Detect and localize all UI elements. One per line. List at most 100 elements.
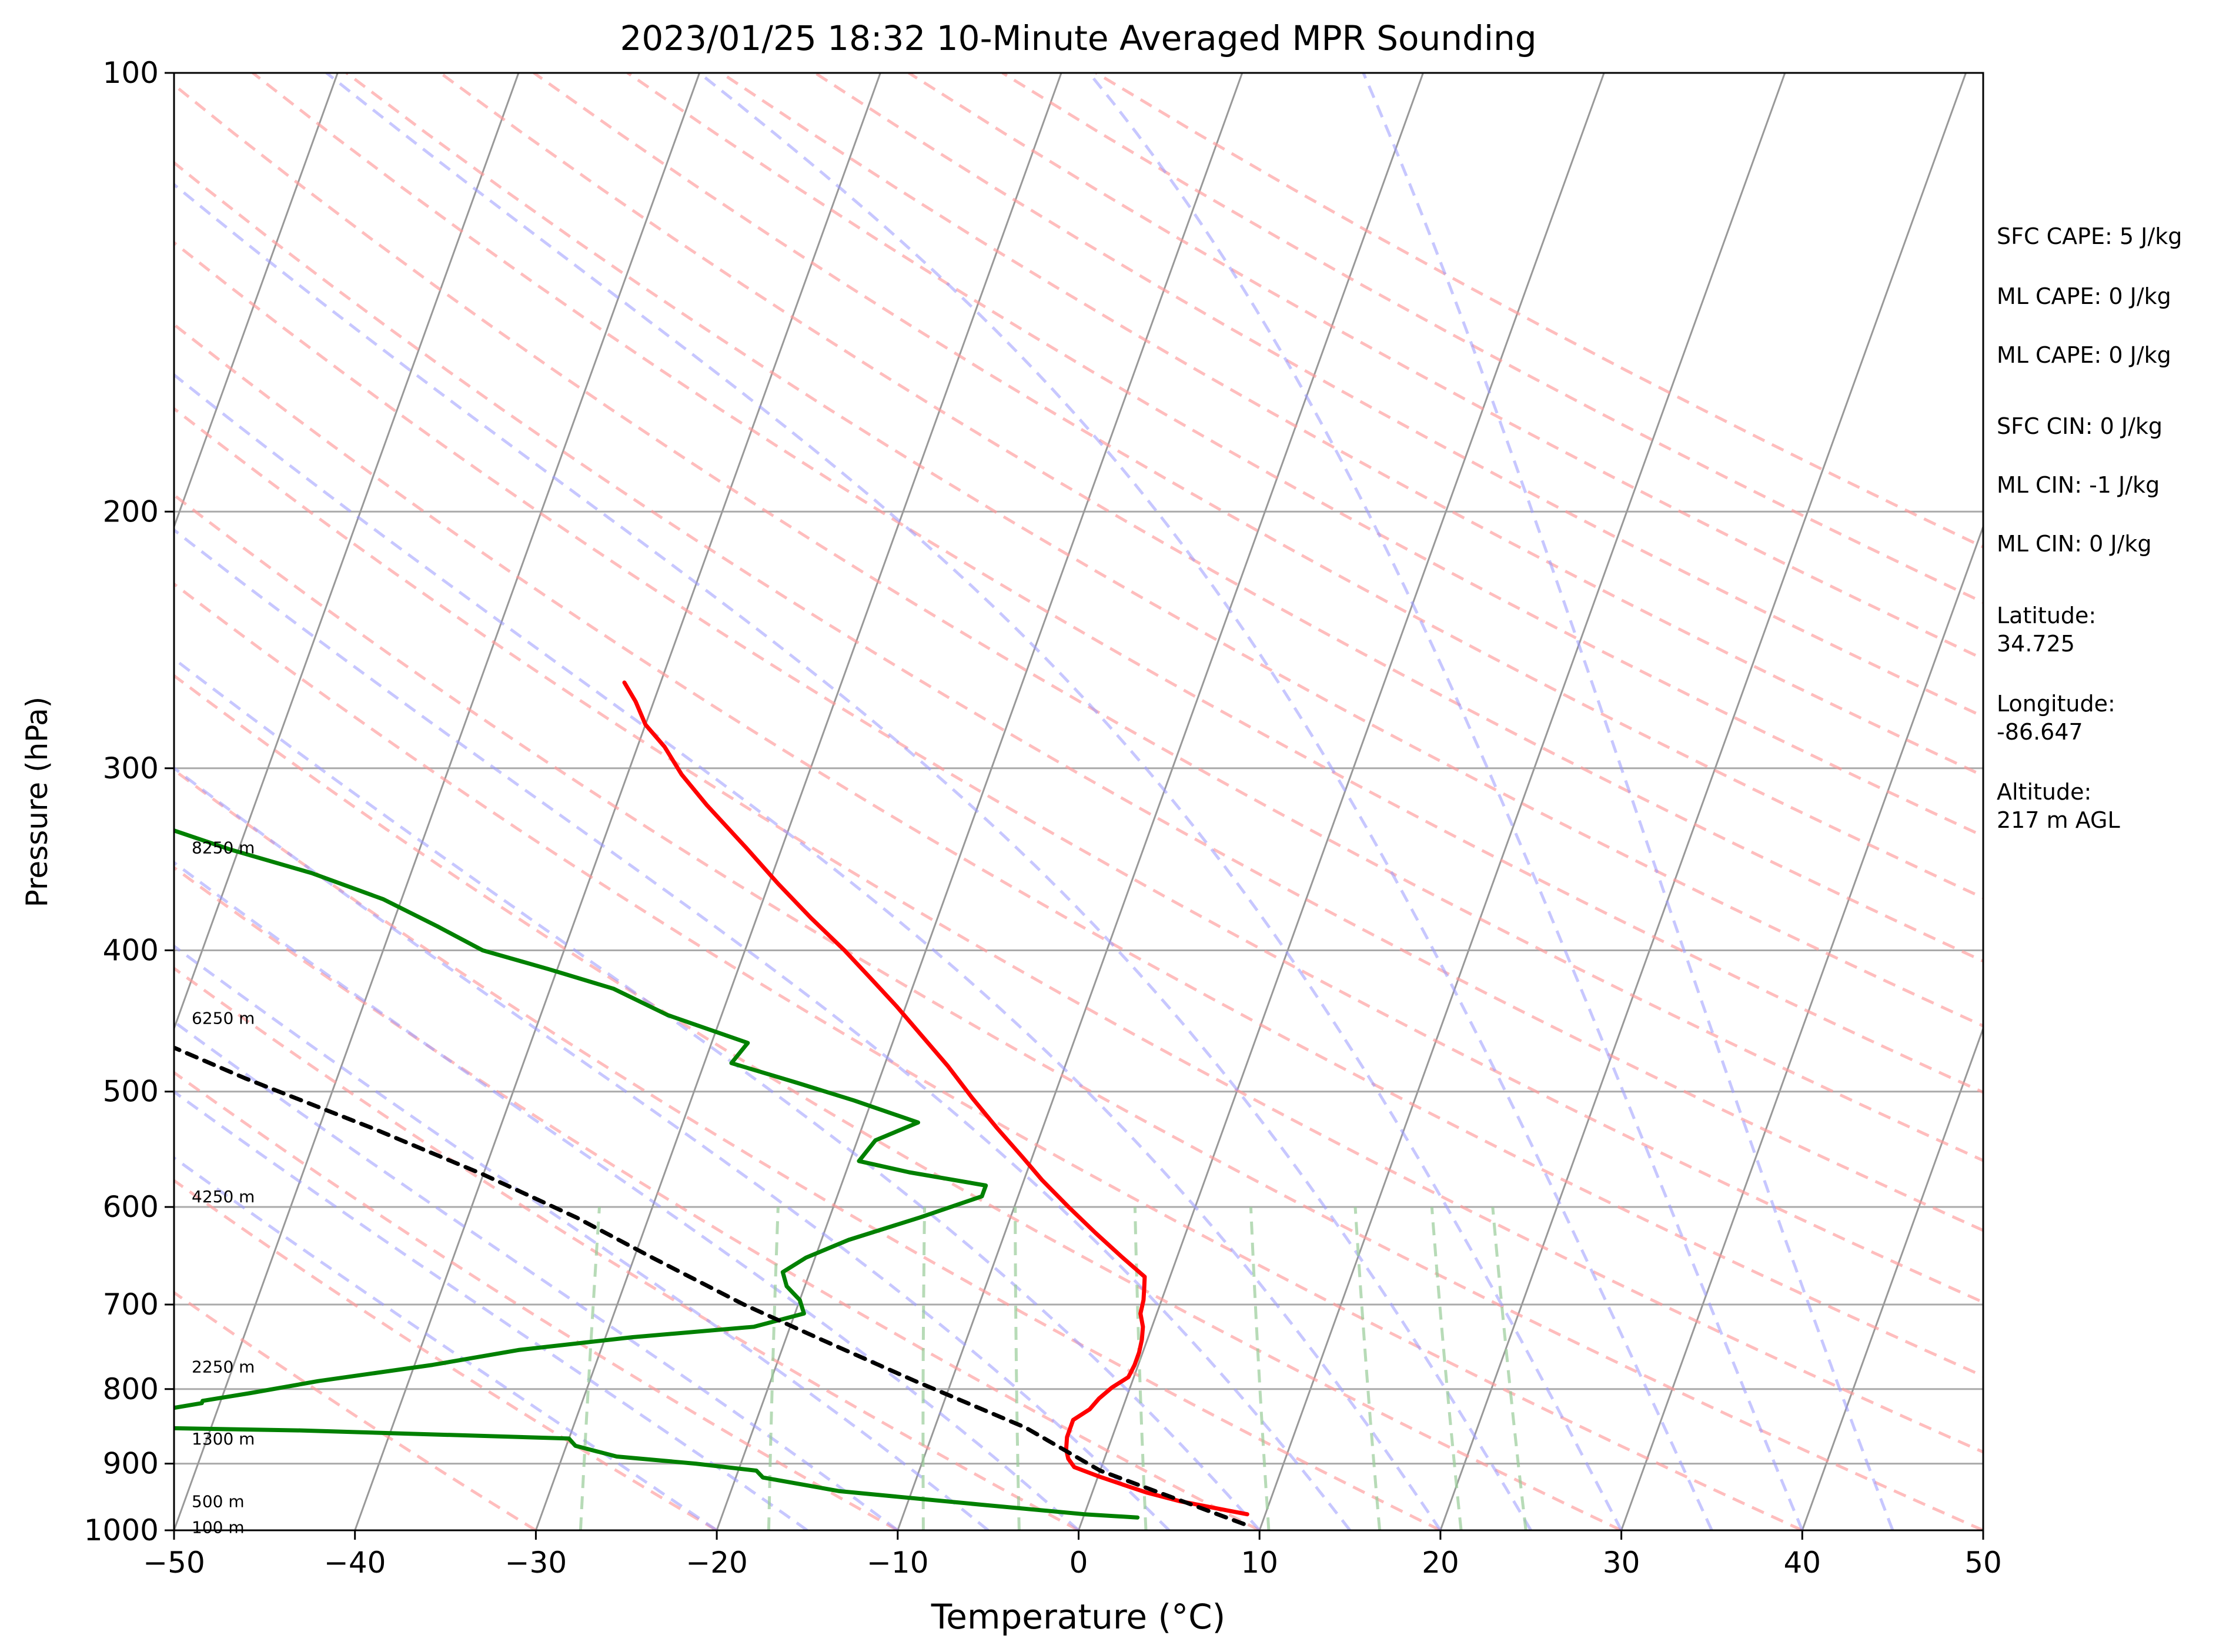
- dry-adiabat-line: [174, 322, 1983, 1378]
- dry-adiabat-line: [174, 160, 1983, 1232]
- height-label: 4250 m: [192, 1187, 255, 1206]
- ml-cin-text-2: ML CIN: 0 J/kg: [1997, 531, 2151, 557]
- dry-adiabat-line: [174, 83, 1983, 1162]
- dewpoint-line: [174, 828, 1140, 1520]
- dry-adiabat-line: [439, 73, 1983, 963]
- x-tick-label: −20: [686, 1546, 748, 1580]
- x-tick-label: 30: [1603, 1546, 1640, 1580]
- x-tick-label: −30: [505, 1546, 567, 1580]
- dry-adiabat-line: [174, 1178, 718, 1530]
- altitude-value: 217 m AGL: [1997, 807, 2120, 833]
- dry-adiabat-line: [174, 1290, 537, 1530]
- y-tick-label: 1000: [84, 1513, 159, 1547]
- ml-cin-text: ML CIN: -1 J/kg: [1997, 472, 2160, 498]
- background-lines: [174, 73, 1983, 1530]
- dry-adiabat-line: [174, 865, 1261, 1530]
- moist-adiabat-line: [698, 73, 1713, 1530]
- isotherm-line: [1801, 1026, 1983, 1530]
- isotherm-line: [1078, 73, 1605, 1530]
- isotherm-line: [174, 73, 701, 1530]
- dry-adiabat-line: [174, 406, 1983, 1454]
- sfc-cape-text: SFC CAPE: 5 J/kg: [1997, 223, 2182, 249]
- dry-adiabat-line: [174, 768, 1442, 1530]
- mixing-ratio-line: [767, 1206, 780, 1530]
- moist-adiabat-line: [174, 657, 1261, 1530]
- height-labels: 100 m 500 m 1300 m 2250 m 4250 m 6250 m 8250 m: [192, 838, 255, 1537]
- x-tick-label: 40: [1783, 1546, 1821, 1580]
- isotherm-line: [174, 73, 520, 1031]
- longitude-label: Longitude:: [1997, 691, 2115, 717]
- isotherm-line: [716, 73, 1244, 1530]
- mixing-ratio-line: [1249, 1206, 1271, 1530]
- moist-adiabat-line: [174, 1019, 899, 1530]
- height-label: 100 m: [192, 1518, 245, 1537]
- isotherm-line: [1439, 73, 1967, 1530]
- height-label: 500 m: [192, 1492, 245, 1511]
- side-panel: SFC CAPE: 5 J/kg ML CAPE: 0 J/kg ML CAPE…: [1997, 223, 2182, 833]
- y-tick-label: 800: [103, 1372, 159, 1406]
- x-tick-label: 0: [1069, 1546, 1088, 1580]
- y-tick-label: 400: [103, 934, 159, 968]
- y-tick-label: 700: [103, 1288, 159, 1322]
- data-lines: [174, 680, 1249, 1526]
- moist-adiabat-line: [174, 861, 1080, 1530]
- mixing-ratio-line: [1491, 1206, 1528, 1530]
- isotherm-line: [897, 73, 1424, 1530]
- x-tick-label: −40: [324, 1546, 386, 1580]
- dry-adiabat-line: [626, 73, 1983, 838]
- isotherm-line: [1620, 524, 1983, 1530]
- altitude-label: Altitude:: [1997, 779, 2091, 805]
- ml-cape-text: ML CAPE: 0 J/kg: [1997, 283, 2171, 309]
- temperature-line: [622, 680, 1249, 1517]
- latitude-value: 34.725: [1997, 631, 2075, 657]
- y-tick-label: 200: [103, 494, 159, 529]
- x-tick-label: −50: [143, 1546, 205, 1580]
- axis-ticks: −50 −40 −30 −20 −10 0 10 20 30 40 50 100 200 300 400 50…: [84, 56, 2002, 1580]
- latitude-label: Latitude:: [1997, 603, 2096, 628]
- dry-adiabat-line: [174, 493, 1983, 1530]
- moist-adiabat-line: [1362, 73, 1894, 1530]
- y-tick-label: 300: [103, 751, 159, 785]
- dry-adiabat-line: [174, 240, 1983, 1304]
- longitude-value: -86.647: [1997, 719, 2083, 745]
- mixing-ratio-line: [1353, 1206, 1382, 1530]
- mixing-ratio-line: [921, 1206, 927, 1530]
- moist-adiabat-line: [325, 73, 1623, 1530]
- x-tick-label: 10: [1241, 1546, 1278, 1580]
- moist-adiabat-line: [174, 944, 990, 1530]
- ml-cape-text-2: ML CAPE: 0 J/kg: [1997, 342, 2171, 368]
- height-label: 2250 m: [192, 1357, 255, 1376]
- y-tick-label: 100: [103, 56, 159, 90]
- x-axis-label: Temperature (°C): [931, 1597, 1226, 1637]
- dry-adiabat-line: [908, 73, 1983, 661]
- sfc-cin-text: SFC CIN: 0 J/kg: [1997, 413, 2163, 439]
- dry-adiabat-line: [720, 73, 1983, 778]
- moist-adiabat-line: [174, 182, 1532, 1530]
- height-label: 8250 m: [192, 838, 255, 858]
- mixing-ratio-line: [579, 1206, 601, 1530]
- height-label: 6250 m: [192, 1008, 255, 1028]
- x-tick-label: 50: [1964, 1546, 2002, 1580]
- moist-adiabat-line: [174, 766, 1171, 1530]
- moist-adiabat-line: [174, 528, 1352, 1530]
- isotherm-line: [534, 73, 1062, 1530]
- height-label: 1300 m: [192, 1429, 255, 1449]
- isotherm-line: [174, 73, 339, 530]
- dry-adiabat-line: [174, 674, 1622, 1530]
- x-tick-label: −10: [867, 1546, 929, 1580]
- parcel-line: [174, 1045, 1246, 1526]
- y-tick-label: 600: [103, 1190, 159, 1224]
- x-tick-label: 20: [1422, 1546, 1459, 1580]
- mixing-ratio-line: [1430, 1206, 1463, 1530]
- y-tick-label: 900: [103, 1447, 159, 1481]
- isotherm-line: [1258, 73, 1786, 1530]
- chart-title: 2023/01/25 18:32 10-Minute Averaged MPR …: [620, 18, 1536, 58]
- y-tick-label: 500: [103, 1075, 159, 1109]
- moist-adiabat-line: [174, 1089, 808, 1530]
- dry-adiabat-line: [252, 73, 1983, 1094]
- moist-adiabat-line: [1088, 73, 1804, 1530]
- dry-adiabat-line: [174, 582, 1803, 1530]
- mixing-ratio-line: [1014, 1206, 1021, 1530]
- y-axis-label: Pressure (hPa): [20, 697, 54, 908]
